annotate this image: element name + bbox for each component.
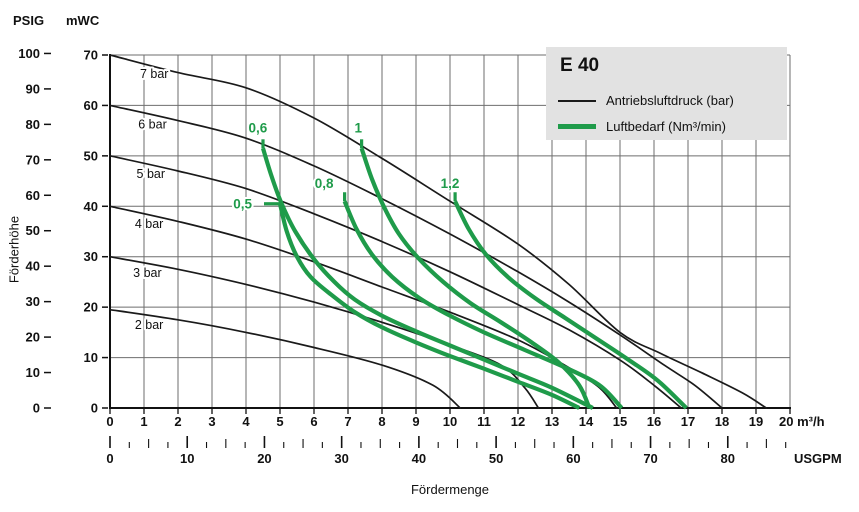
usgpm-tick-label: 20 bbox=[257, 451, 271, 466]
mwc-tick-label: 30 bbox=[84, 249, 98, 264]
pressure-curve-label: 6 bar bbox=[138, 118, 167, 132]
pressure-curve-label: 7 bar bbox=[140, 67, 169, 81]
pressure-curve-label: 3 bar bbox=[133, 266, 162, 280]
air-curve-0_6 bbox=[260, 147, 594, 410]
m3h-tick-label: 3 bbox=[208, 414, 215, 429]
usgpm-axis-unit: USGPM bbox=[794, 451, 842, 466]
mwc-tick-label: 70 bbox=[84, 48, 98, 63]
m3h-tick-label: 1 bbox=[140, 414, 147, 429]
air-curve-label: 0,5 bbox=[233, 196, 252, 211]
pressure-curve-label: 4 bar bbox=[135, 217, 164, 231]
curve-labels: 7 bar 6 bar 5 bar 4 bar 3 bar 2 bar 0,5 0,6 0,8 1… bbox=[131, 65, 461, 334]
legend-title: E 40 bbox=[560, 55, 600, 76]
pressure-curve-7bar bbox=[109, 54, 768, 409]
pressure-line-swatch bbox=[558, 99, 596, 102]
m3h-tick-label: 17 bbox=[681, 414, 695, 429]
x-axis-title: Fördermenge bbox=[410, 482, 490, 497]
air-curves bbox=[260, 139, 688, 410]
m3h-tick-label: 12 bbox=[511, 414, 525, 429]
m3h-tick-label: 19 bbox=[749, 414, 763, 429]
m3h-tick-label: 9 bbox=[412, 414, 419, 429]
air-curve-label: 0,8 bbox=[315, 176, 334, 191]
m3h-tick-label: 0 bbox=[106, 414, 113, 429]
psig-tick-label: 60 bbox=[26, 188, 40, 203]
usgpm-tick-label: 70 bbox=[643, 451, 657, 466]
m3h-tick-label: 10 bbox=[443, 414, 457, 429]
air-line-label: Luftbedarf (Nm³/min) bbox=[606, 119, 726, 134]
psig-tick-label: 100 bbox=[18, 46, 40, 61]
usgpm-ruler: 0 10 20 30 40 50 60 70 80 USGPM bbox=[106, 436, 842, 466]
pressure-curve-label: 5 bar bbox=[137, 167, 166, 181]
pressure-curve-6bar bbox=[109, 104, 723, 409]
mwc-tick-label: 20 bbox=[84, 300, 98, 315]
m3h-tick-label: 6 bbox=[310, 414, 317, 429]
mwc-tick-label: 10 bbox=[84, 350, 98, 365]
air-curve-label: 1 bbox=[354, 121, 362, 136]
mwc-tick-label: 40 bbox=[84, 199, 98, 214]
psig-tick-label: 90 bbox=[26, 81, 40, 96]
m3h-tick-label: 4 bbox=[242, 414, 250, 429]
m3h-tick-label: 18 bbox=[715, 414, 729, 429]
m3h-tick-label: 16 bbox=[647, 414, 661, 429]
air-curve-label: 1,2 bbox=[441, 176, 460, 191]
m3h-tick-label: 2 bbox=[174, 414, 181, 429]
m3h-tick-label: 13 bbox=[545, 414, 559, 429]
psig-tick-label: 10 bbox=[26, 365, 40, 380]
psig-tick-label: 50 bbox=[26, 223, 40, 238]
usgpm-tick-label: 80 bbox=[721, 451, 735, 466]
usgpm-tick-label: 10 bbox=[180, 451, 194, 466]
usgpm-tick-label: 50 bbox=[489, 451, 503, 466]
air-curve-label: 0,6 bbox=[249, 121, 268, 136]
psig-tick-label: 0 bbox=[33, 401, 40, 416]
psig-tick-label: 80 bbox=[26, 117, 40, 132]
m3h-tick-label: 7 bbox=[344, 414, 351, 429]
pressure-curve-5bar bbox=[109, 155, 683, 409]
mwc-axis-unit: mWC bbox=[66, 13, 100, 28]
psig-tick-label: 70 bbox=[26, 152, 40, 167]
psig-axis-unit: PSIG bbox=[13, 13, 45, 28]
mwc-tick-label: 50 bbox=[84, 148, 98, 163]
m3h-tick-label: 11 bbox=[477, 414, 491, 429]
axes bbox=[109, 54, 791, 409]
psig-tick-label: 20 bbox=[26, 330, 40, 345]
usgpm-tick-label: 0 bbox=[106, 451, 113, 466]
pressure-line-label: Antriebsluftdruck (bar) bbox=[606, 93, 734, 108]
usgpm-tick-label: 40 bbox=[412, 451, 426, 466]
x-axis-ticks: 0 1 2 3 4 5 6 7 8 9 10 11 12 13 14 15 16 17 18 19 20 m³/h bbox=[106, 409, 825, 429]
pressure-curve-3bar bbox=[109, 255, 540, 409]
air-curve-1 bbox=[359, 147, 592, 409]
usgpm-tick-label: 60 bbox=[566, 451, 580, 466]
psig-tick-label: 40 bbox=[26, 259, 40, 274]
mwc-tick-label: 60 bbox=[84, 98, 98, 113]
m3h-tick-label: 15 bbox=[613, 414, 627, 429]
legend-item-air: Luftbedarf (Nm³/min) bbox=[558, 119, 726, 134]
m3h-tick-label: 8 bbox=[378, 414, 385, 429]
m3h-tick-label: 20 m³/h bbox=[779, 414, 825, 429]
pressure-curve-2bar bbox=[109, 308, 462, 409]
m3h-tick-label: 5 bbox=[276, 414, 283, 429]
mwc-tick-label: 0 bbox=[91, 401, 98, 416]
air-curve-0_5 bbox=[277, 203, 581, 410]
air-curve-1_2 bbox=[453, 200, 688, 410]
air-line-swatch bbox=[558, 124, 596, 129]
pressure-curve-label: 2 bar bbox=[135, 318, 164, 332]
usgpm-tick-label: 30 bbox=[334, 451, 348, 466]
psig-tick-label: 30 bbox=[26, 294, 40, 309]
m3h-tick-label: 14 bbox=[579, 414, 594, 429]
legend-item-pressure: Antriebsluftdruck (bar) bbox=[558, 93, 734, 108]
legend: E 40 Antriebsluftdruck (bar) Luftbedarf … bbox=[546, 47, 787, 140]
air-curve-0_8 bbox=[342, 200, 624, 410]
